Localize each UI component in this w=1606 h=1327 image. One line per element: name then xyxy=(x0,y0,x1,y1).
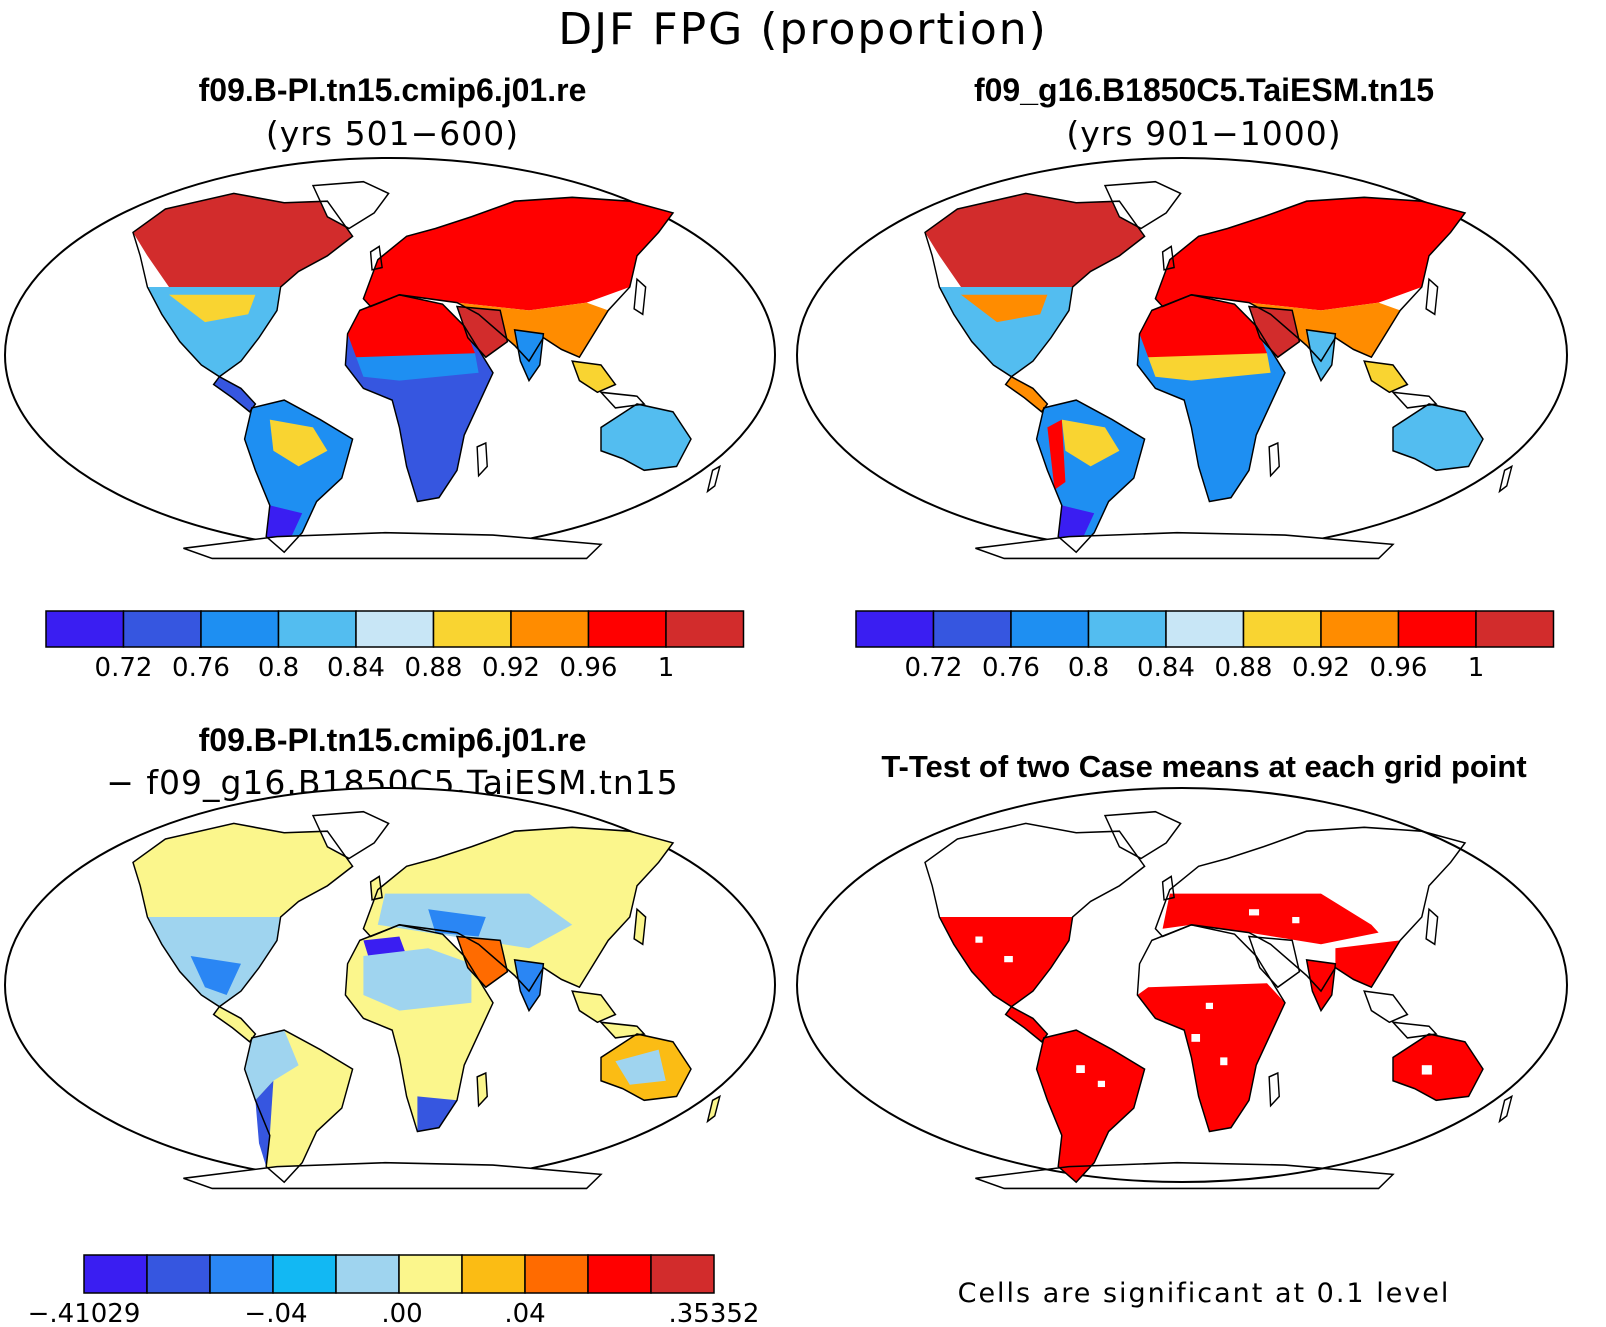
colorbar-tick-label: 0.96 xyxy=(560,653,618,682)
colorbar-swatch xyxy=(650,1254,715,1294)
colorbar-tick-label: 0.96 xyxy=(1370,653,1428,682)
colorbar-swatch xyxy=(1087,610,1167,648)
panel-diff-title: f09.B-PI.tn15.cmip6.j01.re xyxy=(198,722,587,758)
colorbar-tick-label: −.41029 xyxy=(28,1299,141,1327)
colorbar-tick-label: 0.92 xyxy=(482,653,540,682)
colorbar-tick-label: −.04 xyxy=(244,1299,307,1327)
colorbar-swatch xyxy=(932,610,1012,648)
colorbar-tick-label: 1 xyxy=(1468,653,1485,682)
panel-case2-subtitle: (yrs 901−1000) xyxy=(1066,114,1342,153)
map-ttest xyxy=(796,787,1568,1190)
colorbar-case2: 0.72 0.76 0.8 0.84 0.88 0.92 0.96 1 xyxy=(855,610,1555,682)
figure-title: DJF FPG (proportion) xyxy=(558,4,1048,55)
colorbar-swatch xyxy=(355,610,435,648)
panel-ttest-title: T-Test of two Case means at each grid po… xyxy=(881,749,1527,784)
colorbar-tick-label: 0.88 xyxy=(405,653,463,682)
colorbar-swatch xyxy=(83,1254,148,1294)
colorbar-tick-label: 0.8 xyxy=(258,653,299,682)
colorbar-swatch xyxy=(1242,610,1322,648)
colorbar-swatch xyxy=(855,610,935,648)
colorbar-swatch xyxy=(587,1254,652,1294)
colorbar-tick-label: 0.76 xyxy=(982,653,1040,682)
colorbar-swatch xyxy=(45,610,125,648)
colorbar-swatch xyxy=(1165,610,1245,648)
ttest-significance-note: Cells are significant at 0.1 level xyxy=(957,1278,1451,1309)
colorbar-tick-label: 0.72 xyxy=(95,653,153,682)
colorbar-tick-label: 1 xyxy=(658,653,675,682)
colorbar-swatch xyxy=(122,610,202,648)
map-case2 xyxy=(796,157,1568,560)
colorbar-swatch xyxy=(432,610,512,648)
colorbar-tick-label: 0.84 xyxy=(1137,653,1195,682)
map-case1 xyxy=(4,157,776,560)
colorbar-tick-label: 0.84 xyxy=(327,653,385,682)
colorbar-swatch xyxy=(335,1254,400,1294)
colorbar-swatch xyxy=(510,610,590,648)
colorbar-tick-label: 0.76 xyxy=(172,653,230,682)
colorbar-tick-label: .04 xyxy=(504,1299,545,1327)
colorbar-tick-label: 0.72 xyxy=(905,653,963,682)
colorbar-swatch xyxy=(209,1254,274,1294)
colorbar-swatch xyxy=(272,1254,337,1294)
colorbar-swatch xyxy=(398,1254,463,1294)
colorbar-tick-label: 0.92 xyxy=(1292,653,1350,682)
colorbar-swatch xyxy=(524,1254,589,1294)
colorbar-swatch xyxy=(277,610,357,648)
colorbar-tick-label: .35352 xyxy=(669,1299,760,1327)
colorbar-swatch xyxy=(665,610,745,648)
colorbar-tick-label: .00 xyxy=(381,1299,422,1327)
panel-case1-subtitle: (yrs 501−600) xyxy=(265,114,520,153)
colorbar-case1: 0.72 0.76 0.8 0.84 0.88 0.92 0.96 1 xyxy=(45,610,745,682)
colorbar-tick-label: 0.8 xyxy=(1068,653,1109,682)
panel-case1-title: f09.B-PI.tn15.cmip6.j01.re xyxy=(198,72,587,108)
colorbar-swatch xyxy=(1475,610,1555,648)
colorbar-swatch xyxy=(1397,610,1477,648)
colorbar-difference: −.41029 −.04 .00 .04 .35352 xyxy=(28,1254,760,1327)
colorbar-swatch xyxy=(587,610,667,648)
colorbar-swatch xyxy=(146,1254,211,1294)
colorbar-swatch xyxy=(1320,610,1400,648)
colorbar-swatch xyxy=(1010,610,1090,648)
colorbar-tick-label: 0.88 xyxy=(1215,653,1273,682)
map-difference xyxy=(4,787,776,1190)
colorbar-swatch xyxy=(200,610,280,648)
panel-case2-title: f09_g16.B1850C5.TaiESM.tn15 xyxy=(973,72,1435,108)
colorbar-swatch xyxy=(461,1254,526,1294)
